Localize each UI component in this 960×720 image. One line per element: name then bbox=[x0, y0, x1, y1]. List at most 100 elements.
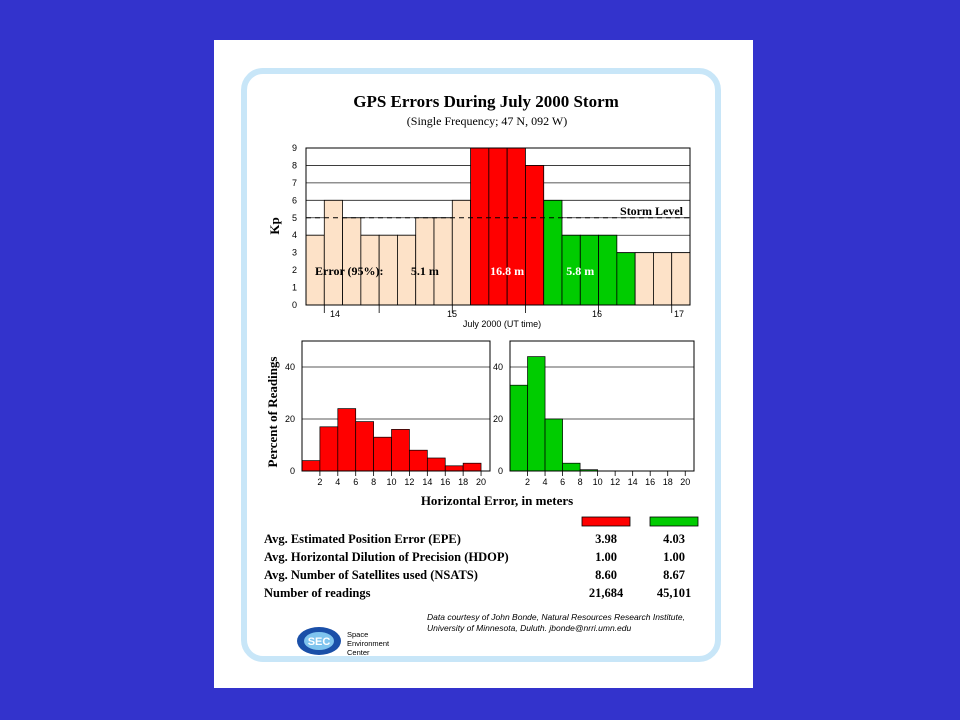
green-hist-bar bbox=[527, 356, 546, 472]
kp-y-tick-label: 7 bbox=[292, 178, 297, 188]
kp-x-tick-label: 14 bbox=[330, 309, 340, 319]
stats-row-label: Avg. Horizontal Dilution of Precision (H… bbox=[264, 550, 509, 564]
stats-row-label: Avg. Estimated Position Error (EPE) bbox=[264, 532, 461, 546]
green-hist-x-tick-label: 20 bbox=[680, 477, 690, 487]
kp-y-tick-label: 0 bbox=[292, 300, 297, 310]
sec-logo-line1: Space bbox=[347, 630, 368, 639]
kp-bar bbox=[671, 252, 691, 306]
kp-bar bbox=[543, 199, 563, 306]
kp-bar bbox=[415, 217, 435, 306]
figure-subtitle: (Single Frequency; 47 N, 092 W) bbox=[407, 114, 567, 128]
kp-bar bbox=[525, 165, 545, 306]
kp-x-tick-label: 15 bbox=[447, 309, 457, 319]
green-hist-bar bbox=[509, 384, 528, 472]
hist-x-axis-label: Horizontal Error, in meters bbox=[421, 493, 573, 508]
stats-row-label: Avg. Number of Satellites used (NSATS) bbox=[264, 568, 478, 582]
kp-bar bbox=[433, 217, 453, 306]
stats-row-green-value: 1.00 bbox=[663, 550, 685, 564]
stats-row-green-value: 45,101 bbox=[657, 586, 691, 600]
red-hist-bar bbox=[337, 408, 357, 472]
kp-y-tick-label: 8 bbox=[292, 160, 297, 170]
green-hist-x-tick-label: 2 bbox=[525, 477, 530, 487]
kp-plot-frame bbox=[305, 147, 691, 306]
red-hist-bar bbox=[391, 429, 410, 472]
kp-y-tick-label: 3 bbox=[292, 248, 297, 258]
stats-row-red-value: 3.98 bbox=[595, 532, 617, 546]
red-histogram: 0 20 40 2 4 6 8 10 12 14 16 18 20 Percent of Readings… bbox=[265, 340, 573, 508]
green-histogram: 0 20 40 2 4 6 8 10 12 14 16 18 20 bbox=[493, 340, 695, 487]
kp-bar bbox=[323, 199, 343, 306]
red-hist-x-tick-label: 12 bbox=[404, 477, 414, 487]
sec-logo-line2: Environment bbox=[347, 639, 390, 648]
red-hist-bar bbox=[319, 426, 339, 472]
stats-row-green-value: 8.67 bbox=[663, 568, 685, 582]
poster-frame bbox=[241, 68, 721, 662]
green-hist-bar bbox=[544, 418, 563, 472]
green-hist-x-tick-label: 8 bbox=[578, 477, 583, 487]
red-hist-bar bbox=[444, 465, 464, 472]
kp-bar bbox=[616, 252, 636, 306]
red-hist-bar bbox=[301, 460, 321, 472]
red-hist-y-tick-label: 40 bbox=[285, 362, 295, 372]
error-band-tan: 5.1 m bbox=[411, 264, 439, 278]
stats-row-green-value: 4.03 bbox=[663, 532, 685, 546]
green-hist-y-tick-label: 20 bbox=[493, 414, 503, 424]
kp-bar bbox=[488, 147, 508, 306]
kp-bar bbox=[598, 234, 618, 306]
sec-logo-line3: Center bbox=[347, 648, 370, 657]
kp-bar bbox=[451, 199, 471, 306]
red-hist-bar bbox=[355, 421, 374, 472]
kp-bar bbox=[634, 252, 654, 306]
red-hist-x-tick-label: 10 bbox=[387, 477, 397, 487]
green-hist-x-tick-label: 10 bbox=[593, 477, 603, 487]
red-hist-bar bbox=[462, 462, 482, 472]
kp-y-tick-label: 5 bbox=[292, 213, 297, 223]
kp-y-tick-label: 6 bbox=[292, 195, 297, 205]
green-hist-x-tick-label: 14 bbox=[628, 477, 638, 487]
red-hist-x-tick-label: 20 bbox=[476, 477, 486, 487]
error-95-label: Error (95%): bbox=[315, 264, 384, 278]
stats-row-red-value: 21,684 bbox=[589, 586, 624, 600]
credit-line-2: University of Minnesota, Duluth. jbonde@… bbox=[427, 623, 632, 633]
kp-x-tick-label: 16 bbox=[592, 309, 602, 319]
kp-bar bbox=[342, 217, 362, 306]
green-hist-plot-frame bbox=[509, 340, 695, 472]
stats-row-red-value: 1.00 bbox=[595, 550, 617, 564]
error-band-green: 5.8 m bbox=[566, 264, 594, 278]
red-hist-x-tick-label: 8 bbox=[371, 477, 376, 487]
kp-chart: 0 1 2 3 4 5 6 7 8 9 Storm Level Error (95%): 5.1 m 16… bbox=[267, 143, 691, 329]
figure-title: GPS Errors During July 2000 Storm bbox=[353, 92, 619, 111]
credit-line-1: Data courtesy of John Bonde, Natural Res… bbox=[427, 612, 685, 622]
kp-bar bbox=[506, 147, 526, 306]
red-hist-bar bbox=[426, 457, 446, 472]
red-hist-x-tick-label: 14 bbox=[422, 477, 432, 487]
red-hist-x-tick-label: 4 bbox=[335, 477, 340, 487]
red-hist-x-tick-label: 2 bbox=[317, 477, 322, 487]
green-hist-y-tick-label: 40 bbox=[493, 362, 503, 372]
kp-y-tick-label: 1 bbox=[292, 283, 297, 293]
green-hist-x-tick-label: 6 bbox=[560, 477, 565, 487]
red-hist-x-tick-label: 18 bbox=[458, 477, 468, 487]
green-hist-x-tick-label: 16 bbox=[645, 477, 655, 487]
green-hist-x-tick-label: 12 bbox=[610, 477, 620, 487]
kp-x-tick-label: 17 bbox=[674, 309, 684, 319]
kp-bar bbox=[653, 252, 673, 306]
green-hist-x-tick-label: 18 bbox=[663, 477, 673, 487]
kp-y-tick-label: 9 bbox=[292, 143, 297, 153]
sec-logo: SEC Space Environment Center bbox=[297, 627, 390, 657]
red-hist-plot-frame bbox=[301, 340, 491, 472]
sec-logo-letters: SEC bbox=[308, 636, 331, 648]
error-band-red: 16.8 m bbox=[490, 264, 524, 278]
legend-swatch-green bbox=[649, 516, 699, 527]
red-hist-x-tick-label: 16 bbox=[440, 477, 450, 487]
green-hist-bar bbox=[562, 462, 581, 472]
hist-y-axis-label: Percent of Readings bbox=[265, 357, 280, 468]
kp-x-axis-label: July 2000 (UT time) bbox=[463, 319, 541, 329]
red-hist-y-tick-label: 20 bbox=[285, 414, 295, 424]
red-hist-y-tick-label: 0 bbox=[290, 466, 295, 476]
red-hist-bar bbox=[373, 436, 392, 472]
kp-y-tick-label: 4 bbox=[292, 230, 297, 240]
stats-row-red-value: 8.60 bbox=[595, 568, 617, 582]
kp-y-axis-label: Kp bbox=[267, 217, 282, 234]
